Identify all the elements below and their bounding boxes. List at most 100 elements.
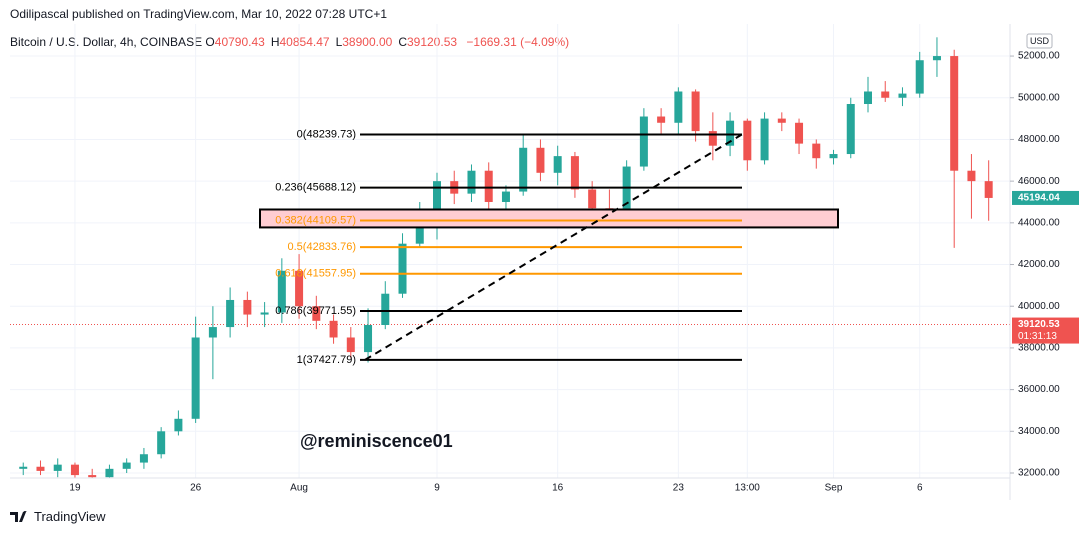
candle-body <box>157 431 166 455</box>
ohlc-letter: O <box>205 35 215 49</box>
candle-body <box>950 56 959 171</box>
candle-body <box>932 56 941 61</box>
currency-label[interactable]: USD <box>1030 36 1050 46</box>
candle-body <box>639 116 648 167</box>
candle-body <box>174 418 183 432</box>
plot-area <box>2 37 1010 478</box>
ohlc-letter: C <box>398 35 407 49</box>
last-price-label: 45194.04 <box>1018 193 1060 204</box>
grid <box>10 24 1010 478</box>
symbol: Bitcoin / U.S. Dollar, 4h, COINBASE <box>10 35 203 49</box>
y-tick-label: 32000.00 <box>1018 468 1060 479</box>
candle-body <box>243 299 252 315</box>
countdown-label: 01:31:13 <box>1018 331 1057 342</box>
candle-body <box>70 464 79 476</box>
ohlc-value: 40854.47 <box>279 35 330 49</box>
x-tick-label: 19 <box>69 483 81 494</box>
candle-body <box>467 170 476 194</box>
x-tick-label: 16 <box>552 483 564 494</box>
change: −1669.31 (−4.09%) <box>466 35 570 49</box>
candle-body <box>88 475 97 478</box>
footer: TradingView <box>10 509 106 524</box>
x-tick-label: Sep <box>825 483 843 494</box>
overlay: @reminiscence01 0(48239.73) 0.236(45688.12… <box>259 128 839 451</box>
candle-body <box>346 337 355 353</box>
fib-label: 0.236(45688.12) <box>275 182 356 194</box>
x-tick-label: 6 <box>917 483 923 494</box>
currency-button[interactable] <box>1026 33 1053 49</box>
fib-label: 0.786(39771.55) <box>275 305 356 317</box>
trend-line <box>364 133 743 361</box>
fib-label: 1(37427.79) <box>297 354 356 366</box>
candle-body <box>898 93 907 98</box>
candle-body <box>501 191 510 202</box>
candle-body <box>312 306 321 321</box>
last-price-tag <box>1012 190 1079 205</box>
candle-body <box>536 147 545 173</box>
candle-body <box>864 91 872 105</box>
ohlc-value: 38900.00 <box>342 35 393 49</box>
candle-body <box>657 116 666 123</box>
candle-body <box>795 122 804 144</box>
candle-body <box>846 104 855 155</box>
candle-body <box>829 154 838 159</box>
candle-body <box>208 327 217 338</box>
candle-body <box>726 120 735 146</box>
x-tick-label: Aug <box>290 483 308 494</box>
candle-body <box>622 166 631 217</box>
ohlc-value: 40790.43 <box>214 35 265 49</box>
fib-label: 0.5(42833.76) <box>288 241 357 253</box>
fib-label: 0.382(44109.57) <box>275 214 356 226</box>
candle-body <box>381 293 390 325</box>
candle-body <box>36 466 45 471</box>
candle-body <box>743 120 752 161</box>
current-price-tag <box>1012 317 1079 344</box>
y-tick-label: 40000.00 <box>1018 301 1060 312</box>
x-tick-label: 13:00 <box>735 483 760 494</box>
candle-body <box>277 270 286 313</box>
chart: @reminiscence01 0(48239.73) 0.236(45688.12… <box>2 24 1079 500</box>
candle-body <box>691 91 700 132</box>
y-tick-label: 44000.00 <box>1018 217 1060 228</box>
candle-body <box>674 91 683 123</box>
fib-label: 0.618(41557.95) <box>275 268 356 280</box>
candle-body <box>398 243 407 294</box>
candle-body <box>984 181 993 198</box>
x-tick-label: 23 <box>673 483 685 494</box>
candle-body <box>588 189 597 209</box>
y-tick-label: 42000.00 <box>1018 259 1060 270</box>
candle-body <box>881 91 890 98</box>
x-tick-label: 26 <box>190 483 202 494</box>
ohlc: O40790.43 H40854.47 L38900.00 C39120.53 <box>205 35 463 49</box>
y-tick-label: 50000.00 <box>1018 92 1060 103</box>
watermark: @reminiscence01 <box>300 431 453 451</box>
candle-body <box>364 324 373 353</box>
fib-label: 0(48239.73) <box>297 128 356 140</box>
y-tick-label: 46000.00 <box>1018 176 1060 187</box>
symbol-line: Bitcoin / U.S. Dollar, 4h, COINBASE O407… <box>10 35 575 49</box>
candle-body <box>139 454 148 463</box>
y-tick-label: 34000.00 <box>1018 426 1060 437</box>
candle-body <box>570 156 579 190</box>
candle-body <box>553 156 562 173</box>
candle-body <box>19 466 28 469</box>
highlight-box <box>259 208 839 229</box>
candle-body <box>295 270 304 307</box>
y-tick-label: 52000.00 <box>1018 51 1060 62</box>
candle-body <box>760 118 769 161</box>
candle-body <box>2 460 10 468</box>
candle-body <box>484 170 493 202</box>
candle-body <box>967 170 976 182</box>
candle-body <box>191 337 200 419</box>
y-tick-label: 38000.00 <box>1018 343 1060 354</box>
current-price-label: 39120.53 <box>1018 319 1060 330</box>
candle-body <box>53 464 62 471</box>
candle-body <box>708 131 717 146</box>
ohlc-letter: L <box>335 35 343 49</box>
candle-body <box>415 218 424 244</box>
candle-body <box>122 462 131 469</box>
brand: TradingView <box>34 509 106 524</box>
candle-body <box>777 118 786 123</box>
candle-body <box>812 143 821 159</box>
y-tick-label: 36000.00 <box>1018 384 1060 395</box>
